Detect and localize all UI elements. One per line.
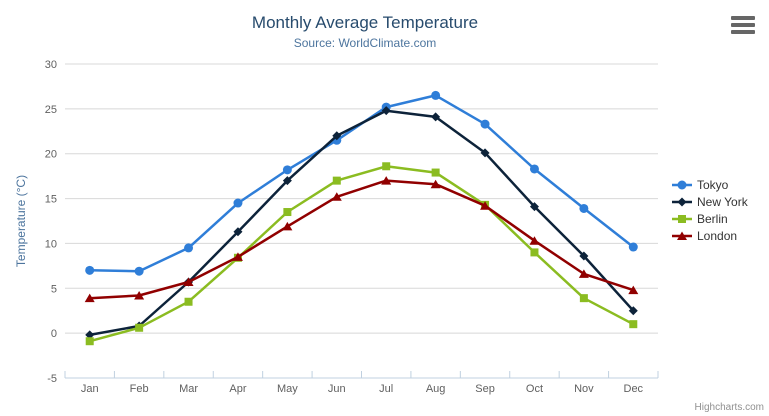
legend-item-tokyo[interactable]: Tokyo <box>672 176 748 193</box>
data-point-london-jun[interactable] <box>331 192 342 201</box>
chart-title: Monthly Average Temperature <box>251 13 479 32</box>
y-axis-label: 20 <box>45 149 57 161</box>
legend-label: New York <box>697 194 748 209</box>
x-axis-label: Jan <box>81 383 99 395</box>
hamburger-icon <box>731 16 755 20</box>
data-point-tokyo-oct[interactable] <box>529 164 539 174</box>
data-point-new-york-sep[interactable] <box>480 148 490 158</box>
data-point-london-apr[interactable] <box>232 252 243 261</box>
data-point-london-feb[interactable] <box>134 290 145 300</box>
data-point-berlin-jun[interactable] <box>332 176 341 185</box>
legend-marker-triangle-icon <box>672 230 692 242</box>
data-point-berlin-dec[interactable] <box>629 320 638 329</box>
legend-marker <box>677 197 687 206</box>
data-point-london-jan[interactable] <box>84 293 95 303</box>
legend-label: London <box>697 228 738 243</box>
series-line-berlin <box>88 165 635 343</box>
data-point-berlin-aug[interactable] <box>431 168 440 177</box>
data-point-new-york-may[interactable] <box>282 176 292 186</box>
data-point-london-aug[interactable] <box>430 179 441 189</box>
series-line-london <box>88 179 635 300</box>
data-point-tokyo-apr[interactable] <box>233 198 243 208</box>
data-point-berlin-may[interactable] <box>283 208 292 217</box>
data-point-new-york-oct[interactable] <box>529 202 539 212</box>
data-point-tokyo-aug[interactable] <box>431 90 441 100</box>
legend-marker-circle-icon <box>672 179 692 191</box>
data-point-berlin-mar[interactable] <box>184 297 193 306</box>
data-point-london-may[interactable] <box>282 221 293 231</box>
y-axis-label: 15 <box>45 194 57 206</box>
legend-symbol-svg <box>672 231 692 240</box>
x-axis-label: Oct <box>526 383 543 395</box>
legend-item-berlin[interactable]: Berlin <box>672 210 748 227</box>
data-point-london-sep[interactable] <box>480 201 491 210</box>
data-point-new-york-aug[interactable] <box>431 112 441 122</box>
data-point-tokyo-feb[interactable] <box>134 266 144 276</box>
data-point-tokyo-jan[interactable] <box>85 265 95 275</box>
x-axis-label: Mar <box>179 383 198 395</box>
data-point-tokyo-mar[interactable] <box>184 243 194 253</box>
y-axis-label: -5 <box>47 373 57 385</box>
legend-marker-square-icon <box>672 213 692 225</box>
series-line-new-york <box>88 109 635 337</box>
data-point-london-nov[interactable] <box>578 269 589 278</box>
credits-link[interactable]: Highcharts.com <box>694 402 764 413</box>
x-axis-label: Feb <box>130 383 149 395</box>
legend: Tokyo New York Berlin London <box>672 176 748 244</box>
x-axis-label: May <box>277 383 298 395</box>
y-axis-label: 10 <box>45 238 57 250</box>
x-axis-label: Sep <box>475 383 495 395</box>
data-point-new-york-jun[interactable] <box>332 131 342 141</box>
x-axis-label: Apr <box>229 383 246 395</box>
series-line-tokyo <box>88 94 635 273</box>
data-point-tokyo-dec[interactable] <box>628 242 638 252</box>
legend-symbol-svg <box>672 197 692 206</box>
data-point-london-oct[interactable] <box>529 236 540 245</box>
data-point-new-york-apr[interactable] <box>233 227 243 237</box>
data-point-new-york-nov[interactable] <box>579 251 589 261</box>
data-point-berlin-feb[interactable] <box>135 323 144 332</box>
data-point-berlin-nov[interactable] <box>579 294 588 303</box>
y-axis-label: 5 <box>51 283 57 295</box>
legend-item-new-york[interactable]: New York <box>672 193 748 210</box>
data-point-new-york-jul[interactable] <box>381 106 391 116</box>
data-point-berlin-jan[interactable] <box>85 337 94 346</box>
x-axis-label: Dec <box>624 383 644 395</box>
data-point-new-york-dec[interactable] <box>628 306 638 316</box>
data-point-new-york-jan[interactable] <box>85 330 95 340</box>
data-point-tokyo-nov[interactable] <box>579 203 589 213</box>
legend-marker <box>678 214 686 223</box>
x-axis-label: Jun <box>328 383 346 395</box>
chart-subtitle: Source: WorldClimate.com <box>293 36 437 50</box>
data-point-berlin-oct[interactable] <box>530 248 539 257</box>
x-axis-label: Nov <box>574 383 594 395</box>
y-axis-title: Temperature (°C) <box>14 174 28 268</box>
y-axis-label: 0 <box>51 328 57 340</box>
legend-item-london[interactable]: London <box>672 227 748 244</box>
y-axis-label: 25 <box>45 104 57 116</box>
legend-label: Tokyo <box>697 177 729 192</box>
data-point-london-jul[interactable] <box>381 176 392 185</box>
y-axis-label: 30 <box>45 59 57 71</box>
data-point-berlin-jul[interactable] <box>382 162 391 171</box>
legend-marker <box>677 231 687 240</box>
legend-marker <box>677 180 687 189</box>
legend-symbol-svg <box>672 180 692 189</box>
data-point-london-mar[interactable] <box>183 277 194 287</box>
data-point-london-dec[interactable] <box>628 285 639 295</box>
x-axis-label: Jul <box>379 383 393 395</box>
x-axis-label: Aug <box>426 383 446 395</box>
export-menu-button[interactable] <box>729 14 757 36</box>
legend-label: Berlin <box>697 211 728 226</box>
hamburger-icon <box>731 30 755 34</box>
data-point-tokyo-may[interactable] <box>282 165 292 175</box>
legend-marker-diamond-icon <box>672 196 692 208</box>
data-point-tokyo-sep[interactable] <box>480 119 490 129</box>
legend-symbol-svg <box>672 214 692 223</box>
hamburger-icon <box>731 23 755 27</box>
